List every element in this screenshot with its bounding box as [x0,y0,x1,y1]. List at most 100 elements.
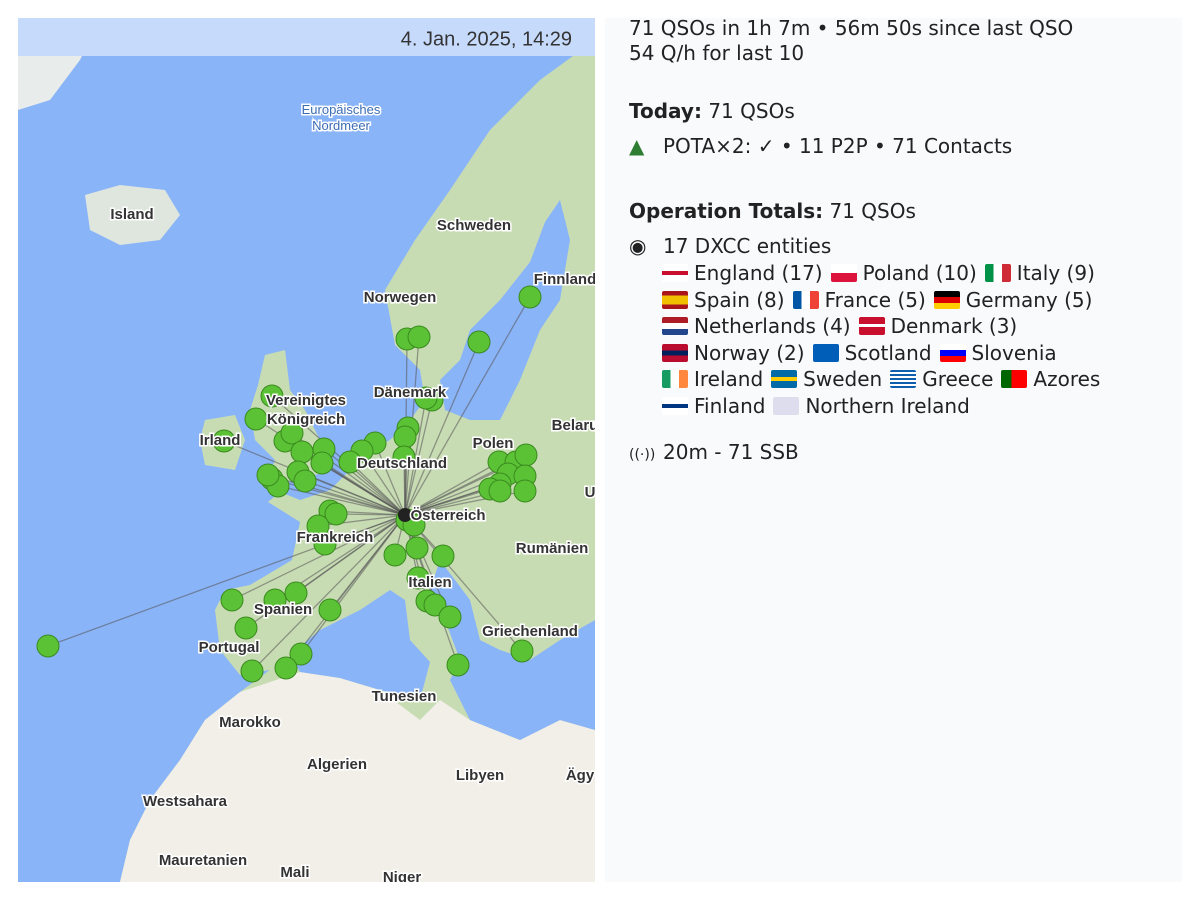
link [335,513,406,516]
entity: Italy (9) [1016,261,1095,285]
flag [662,343,688,362]
entity: Denmark (3) [890,314,1018,338]
link [285,514,406,669]
map-label: Dänemark [374,384,447,401]
contact[interactable] [383,543,407,567]
stats-panel: 71 QSOs in 1h 7m • 56m 50s since last QS… [605,16,1182,882]
map-label: Ägy [566,767,595,784]
map-label: Niger [383,869,422,882]
map[interactable]: 4. Jan. 2025, 14:29 Europäisches Nordmeer… [18,18,595,882]
contact[interactable] [263,588,287,612]
link [404,296,531,516]
contact[interactable] [36,634,60,658]
flag [773,396,800,415]
contact[interactable] [290,440,314,464]
entity: Azores [1033,367,1101,391]
totals: Operation Totals: 71 QSOs [629,198,916,224]
contact[interactable] [240,659,264,683]
contact[interactable] [414,386,438,410]
contact[interactable] [338,450,362,474]
link [323,448,406,516]
link [231,514,406,601]
contact[interactable] [405,536,429,560]
contact[interactable] [234,616,258,640]
map-label: Marokko [219,714,281,731]
entity: Northern Ireland [805,393,970,418]
map-label: Island [110,206,153,223]
entity: France (5) [824,287,926,312]
summary: 54 Q/h for last 10 [629,41,805,65]
contact[interactable] [446,653,470,677]
contact[interactable] [518,285,542,309]
contact[interactable] [393,425,417,449]
contact[interactable] [274,656,298,680]
map-label: Deutschland [357,455,447,472]
contact[interactable] [423,593,447,617]
link [404,399,433,516]
link [267,474,406,516]
heading: Operation Totals: [629,199,824,223]
contact[interactable] [313,532,337,556]
entity: Poland (10) [862,261,977,285]
dxcc: ◉ 17 DXCC entities [629,234,832,258]
flag [939,343,966,362]
link [251,514,406,672]
contact[interactable] [406,566,430,590]
map-label: Belaru [552,417,595,434]
contact[interactable] [280,421,304,445]
sea [430,560,595,740]
summary: 71 QSOs in 1h 7m • 56m 50s since last QS… [629,16,1074,40]
pota: ▲ POTA×2: ✓ • 11 P2P • 71 Contacts [629,134,1013,158]
contact[interactable] [318,598,342,622]
entity: Ireland [694,367,764,391]
link [321,462,406,516]
entity: Finland [694,393,766,418]
entity: Norway (2) [694,340,805,365]
contact[interactable] [310,451,334,475]
contact[interactable] [293,469,317,493]
contact[interactable] [467,330,491,354]
map-label: U [585,484,595,501]
timestamp: 4. Jan. 2025, 14:29 [401,28,572,50]
map-label: Europäisches Nordmeer [302,102,381,133]
home-station[interactable] [398,508,412,522]
contact[interactable] [256,463,280,487]
link [349,461,406,516]
link [404,461,500,516]
contact[interactable] [510,639,534,663]
contact[interactable] [220,588,244,612]
contact[interactable] [244,407,268,431]
flag [771,370,798,388]
entity: England (17) [694,261,823,285]
contact[interactable] [212,429,236,453]
link [324,514,406,545]
contact[interactable] [407,325,431,349]
entity-row: Ireland Sweden Greece Azores [662,366,1108,392]
link [361,450,406,516]
pota-text: POTA×2: ✓ • 11 P2P • 71 Contacts [663,134,1013,158]
land [85,185,180,245]
contact[interactable] [392,445,416,469]
link [271,395,406,516]
entity-row: Norway (2) Scotland Slovenia [662,340,1065,366]
map-label: Spanien [254,601,312,618]
contact[interactable] [284,581,308,605]
dxcc-text: 17 DXCC entities [663,234,832,258]
entity: Spain (8) [694,287,785,312]
map-label: Rumänien [516,540,589,557]
contact[interactable] [289,642,313,666]
time-bar [18,18,595,56]
contact[interactable] [438,605,462,629]
flag [1001,370,1028,388]
bands-text: 20m - 71 SSB [663,440,799,464]
entity: Slovenia [971,340,1057,365]
link [304,480,406,516]
contact[interactable] [260,384,284,408]
contact[interactable] [488,479,512,503]
contact[interactable] [431,544,455,568]
contact[interactable] [514,443,538,467]
contact[interactable] [513,479,537,503]
link [404,341,480,516]
contact[interactable] [324,502,348,526]
